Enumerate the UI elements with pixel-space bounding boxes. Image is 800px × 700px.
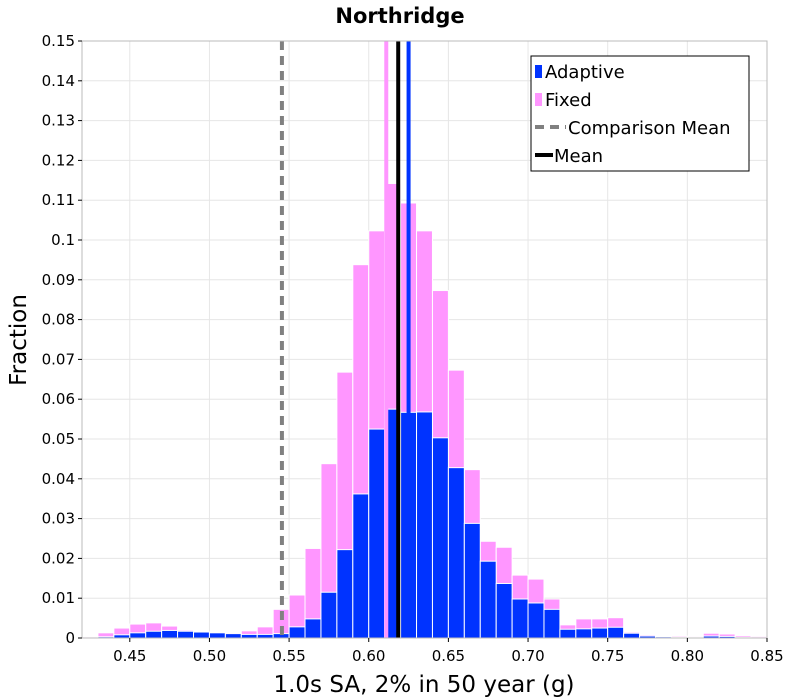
x-tick-label: 0.70 [511, 647, 544, 665]
adaptive-bar [575, 628, 593, 639]
adaptive-bar [527, 602, 545, 639]
adaptive-bar [607, 626, 625, 639]
y-tick-label: 0.02 [42, 549, 75, 567]
adaptive-bar [495, 582, 513, 639]
y-tick-label: 0.12 [42, 151, 75, 169]
adaptive-bar [304, 618, 322, 639]
x-tick-label: 0.80 [671, 647, 704, 665]
y-tick-label: 0.1 [51, 231, 75, 249]
adaptive-bar [431, 437, 449, 639]
adaptive-bar [193, 631, 210, 639]
adaptive-bar [511, 598, 529, 639]
y-tick-label: 0.05 [42, 430, 75, 448]
y-tick-label: 0.11 [42, 191, 75, 209]
y-tick-label: 0.14 [42, 72, 75, 90]
adaptive-bar [161, 629, 179, 639]
adaptive-bar [591, 627, 609, 639]
legend-label-comparison-mean: Comparison Mean [568, 118, 731, 139]
y-tick-label: 0.01 [42, 589, 75, 607]
adaptive-bar [479, 560, 497, 639]
chart-title: Northridge [335, 4, 464, 28]
legend-swatch-adaptive [535, 65, 542, 78]
adaptive-bar [320, 591, 338, 639]
y-axis-ticks: 0 0.01 0.02 0.03 0.04 0.05 0.06 0.07 0.08 0.09 0.1… [42, 32, 82, 647]
y-tick-label: 0.04 [42, 470, 75, 488]
x-tick-label: 0.60 [352, 647, 385, 665]
adaptive-bar [256, 633, 274, 639]
y-tick-label: 0.13 [42, 112, 75, 130]
adaptive-bar [177, 630, 195, 639]
x-tick-label: 0.85 [750, 647, 783, 665]
legend-label-fixed: Fixed [545, 90, 592, 111]
adaptive-bar [447, 467, 465, 639]
plot-area-frame [81, 40, 768, 639]
y-tick-label: 0 [65, 629, 75, 647]
y-axis-title: Fraction [6, 294, 32, 386]
adaptive-bar [224, 633, 242, 639]
legend-swatch-fixed [535, 93, 542, 106]
y-tick-label: 0.08 [42, 311, 75, 329]
adaptive-bar [288, 626, 306, 639]
adaptive-bar [368, 428, 386, 639]
y-tick-label: 0.03 [42, 510, 75, 528]
adaptive-bar [145, 630, 163, 639]
mean-lines [279, 41, 411, 638]
x-tick-label: 0.45 [113, 647, 146, 665]
adaptive-bar [543, 608, 561, 639]
y-tick-label: 0.15 [42, 32, 75, 50]
x-axis-ticks: 0.45 0.50 0.55 0.60 0.65 0.70 0.75 0.80 0.85 [113, 638, 784, 665]
x-tick-label: 0.65 [432, 647, 465, 665]
adaptive-bar [416, 411, 433, 639]
adaptive-bar [208, 632, 226, 639]
legend-label-adaptive: Adaptive [545, 62, 625, 83]
adaptive-bar [623, 632, 641, 639]
legend: Adaptive Fixed Comparison Mean Mean [530, 55, 750, 172]
adaptive-bars [81, 408, 768, 639]
adaptive-bar [240, 633, 258, 639]
adaptive-bar [463, 522, 481, 639]
y-tick-label: 0.06 [42, 390, 75, 408]
x-tick-label: 0.50 [193, 647, 226, 665]
x-axis-title: 1.0s SA, 2% in 50 year (g) [273, 672, 574, 698]
y-tick-label: 0.07 [42, 350, 75, 368]
adaptive-bar [129, 632, 147, 639]
adaptive-bar [352, 493, 370, 639]
y-tick-label: 0.09 [42, 271, 75, 289]
legend-box [530, 55, 750, 172]
x-tick-label: 0.55 [272, 647, 305, 665]
legend-label-mean: Mean [554, 146, 603, 167]
adaptive-bar [559, 628, 577, 639]
x-tick-label: 0.75 [591, 647, 624, 665]
adaptive-bar [336, 549, 354, 639]
